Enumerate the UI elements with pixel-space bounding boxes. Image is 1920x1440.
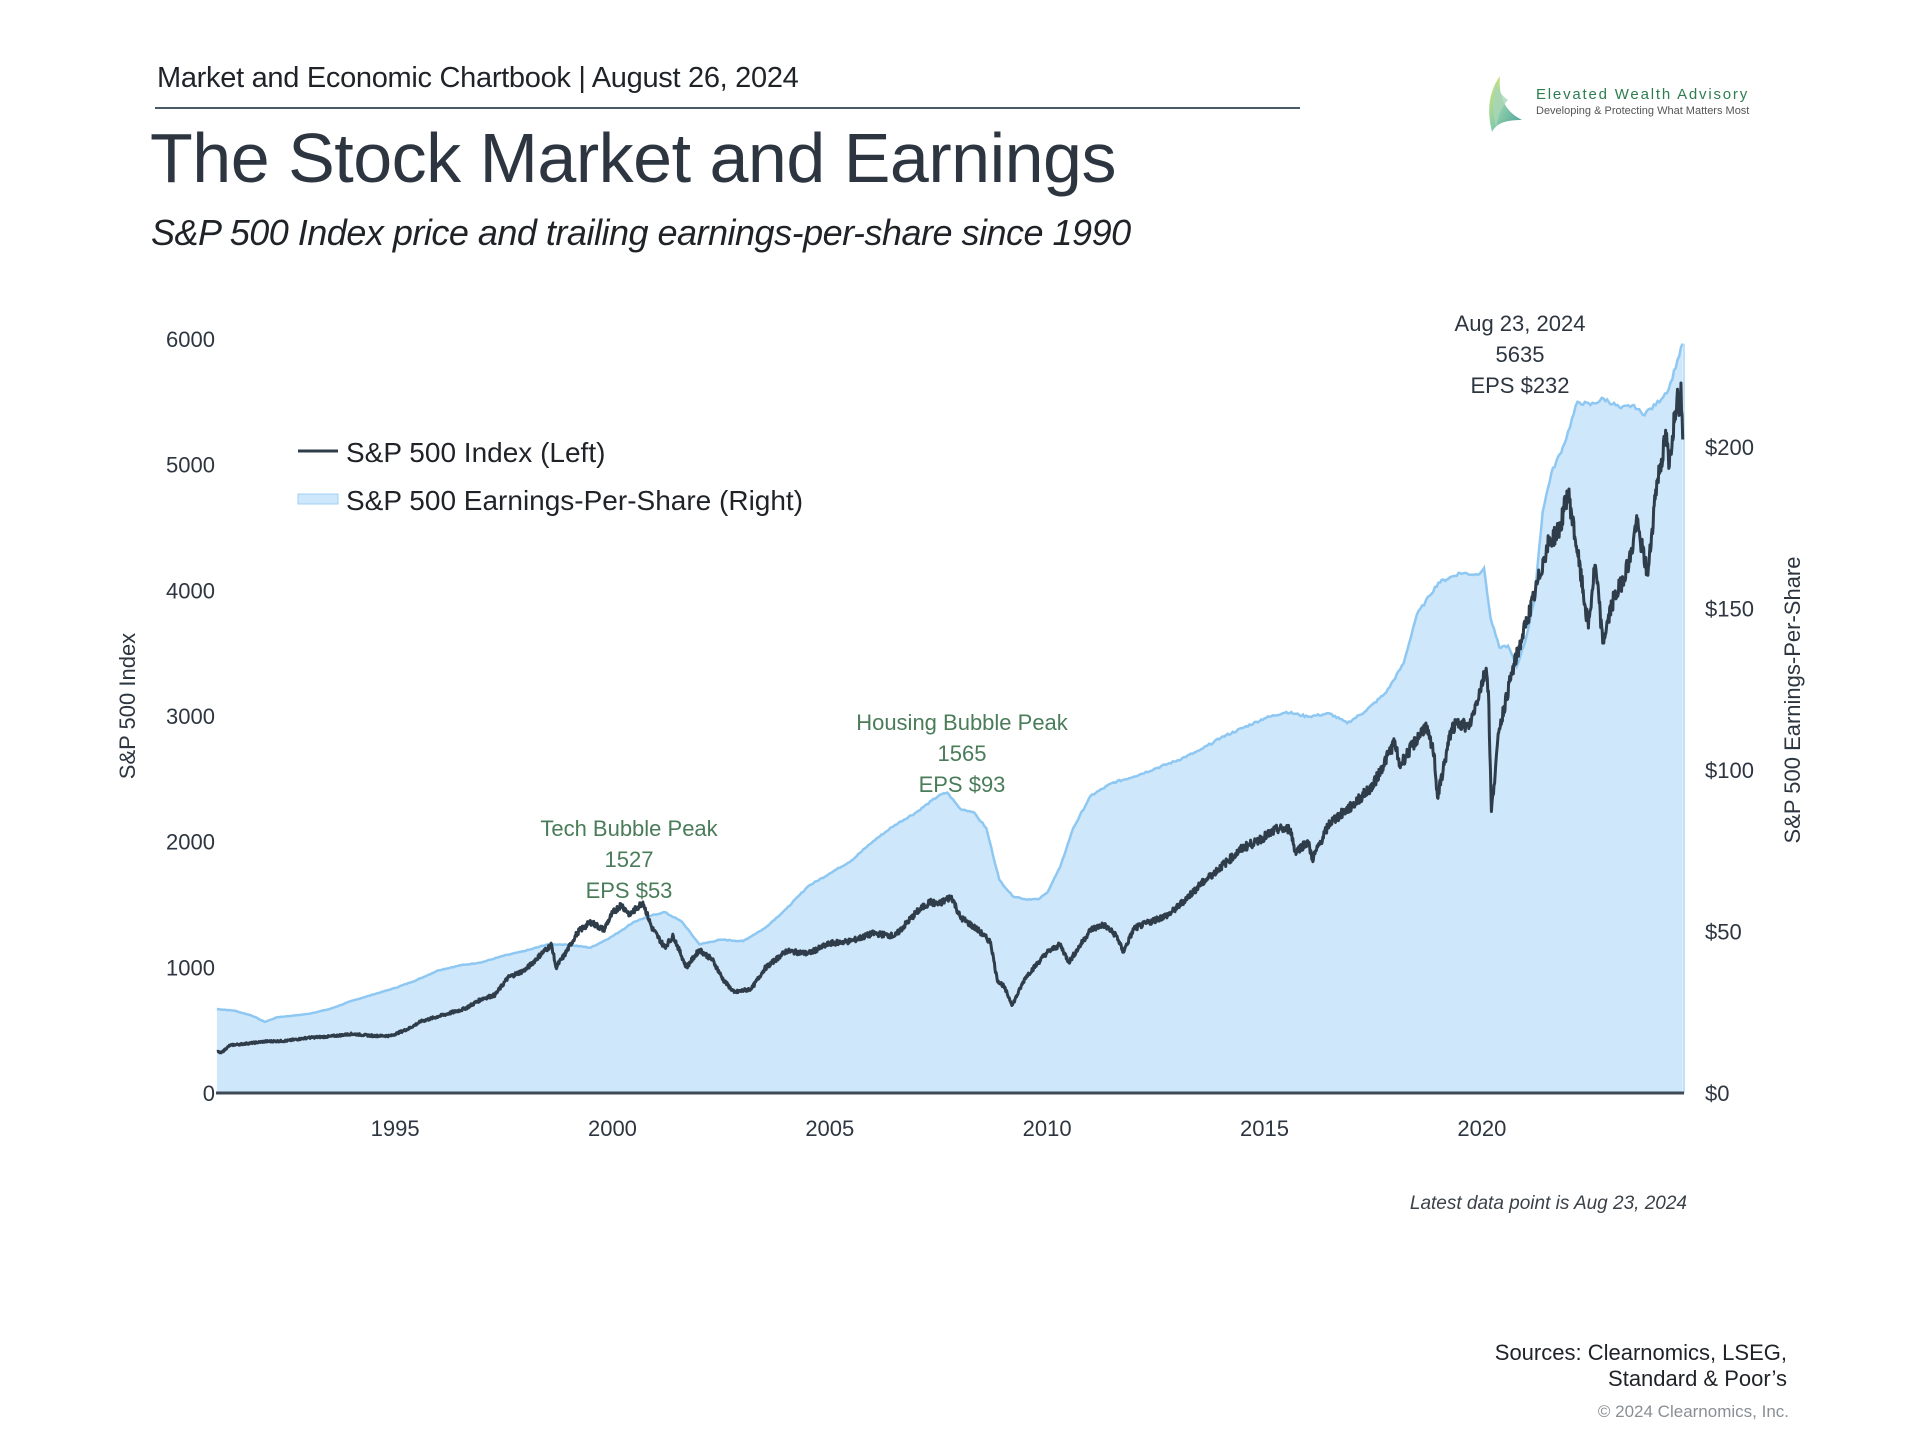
- left-y-tick-label: 6000: [166, 327, 215, 352]
- right-y-tick-label: $0: [1705, 1081, 1729, 1106]
- annotation-housing-bubble: Housing Bubble Peak 1565 EPS $93: [856, 710, 1069, 797]
- right-axis-title: S&P 500 Earnings-Per-Share: [1780, 557, 1805, 844]
- x-tick-label: 2000: [588, 1116, 637, 1141]
- sources: Sources: Clearnomics, LSEG, Standard & P…: [1495, 1340, 1787, 1392]
- right-y-tick-label: $150: [1705, 597, 1754, 622]
- annotation-tech-value: 1527: [605, 847, 654, 872]
- right-y-tick-label: $200: [1705, 435, 1754, 460]
- copyright: © 2024 Clearnomics, Inc.: [1597, 1402, 1789, 1421]
- left-axis-title: S&P 500 Index: [115, 633, 140, 779]
- legend-label-eps: S&P 500 Earnings-Per-Share (Right): [346, 485, 803, 516]
- company-logo: Elevated Wealth Advisory Developing & Pr…: [1482, 72, 1782, 136]
- logo-name: Elevated Wealth Advisory: [1536, 86, 1750, 103]
- annotation-housing-eps: EPS $93: [919, 772, 1006, 797]
- header-divider: [155, 107, 1300, 109]
- x-tick-label: 1995: [371, 1116, 420, 1141]
- left-y-tick-label: 3000: [166, 704, 215, 729]
- right-y-tick-label: $50: [1705, 920, 1742, 945]
- x-tick-label: 2015: [1240, 1116, 1289, 1141]
- legend: S&P 500 Index (Left) S&P 500 Earnings-Pe…: [297, 437, 803, 516]
- annotation-housing-value: 1565: [938, 741, 987, 766]
- x-tick-label: 2020: [1457, 1116, 1506, 1141]
- page-title: The Stock Market and Earnings: [150, 119, 1116, 197]
- annotation-tech-eps: EPS $53: [586, 878, 673, 903]
- annotation-tech-label: Tech Bubble Peak: [540, 816, 718, 841]
- annotation-tech-bubble: Tech Bubble Peak 1527 EPS $53: [540, 816, 718, 903]
- legend-swatch-eps: [297, 493, 339, 505]
- annotation-latest-value: 5635: [1496, 342, 1545, 367]
- left-y-tick-label: 1000: [166, 955, 215, 980]
- page-subtitle: S&P 500 Index price and trailing earning…: [151, 212, 1131, 253]
- left-y-tick-label: 5000: [166, 453, 215, 478]
- chartbook-kicker: Market and Economic Chartbook | August 2…: [157, 62, 799, 94]
- eps-line: [216, 343, 1684, 1024]
- left-y-tick-label: 2000: [166, 830, 215, 855]
- left-y-tick-label: 0: [203, 1081, 215, 1106]
- latest-data-note: Latest data point is Aug 23, 2024: [1409, 1193, 1687, 1214]
- legend-label-index: S&P 500 Index (Left): [346, 437, 605, 468]
- eps-area: [216, 343, 1683, 1094]
- x-tick-label: 2010: [1023, 1116, 1072, 1141]
- logo-tagline: Developing & Protecting What Matters Mos…: [1536, 105, 1750, 117]
- sources-line-2: Standard & Poor’s: [1608, 1366, 1787, 1391]
- left-y-tick-label: 4000: [166, 578, 215, 603]
- sp500-index-line: [215, 381, 1685, 1055]
- sources-line-1: Sources: Clearnomics, LSEG,: [1494, 1340, 1787, 1365]
- annotation-latest-eps: EPS $232: [1470, 373, 1569, 398]
- x-tick-label: 2005: [805, 1116, 854, 1141]
- annotation-latest-date: Aug 23, 2024: [1455, 311, 1586, 336]
- annotation-housing-label: Housing Bubble Peak: [856, 710, 1069, 735]
- sail-leaf-logo-icon: [1489, 76, 1522, 132]
- annotation-latest: Aug 23, 2024 5635 EPS $232: [1455, 311, 1586, 398]
- right-y-tick-label: $100: [1705, 758, 1754, 783]
